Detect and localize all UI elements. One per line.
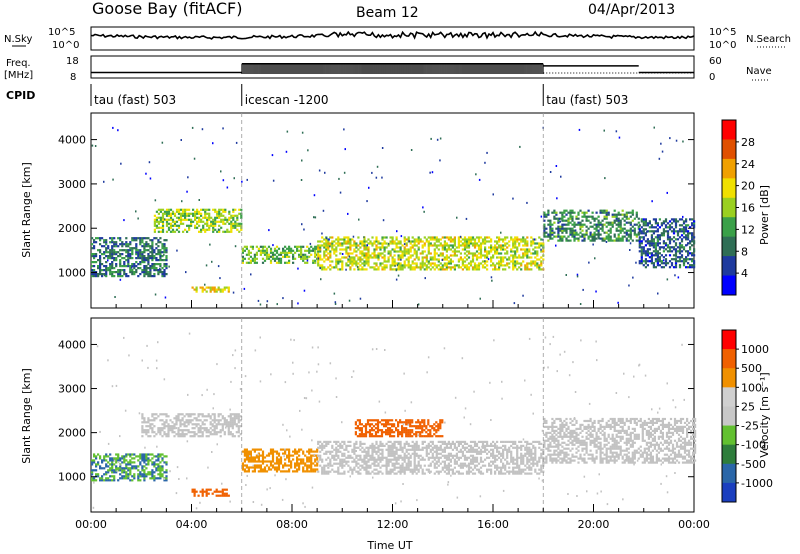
power-cbar-tick-0: 28: [741, 136, 755, 149]
nave-tick-low: 0: [709, 72, 715, 83]
freq-label-1: Freq.: [6, 58, 31, 69]
heatmap-band-3: [241, 448, 319, 473]
power-cbar-swatch-7: [722, 256, 736, 277]
cpid-segment-label-1: icescan -1200: [245, 93, 329, 107]
x-tick-label-1: 04:00: [176, 518, 208, 531]
x-tick-label-2: 08:00: [276, 518, 308, 531]
heatmap-band-1: [141, 413, 242, 438]
heatmap-band-3: [241, 245, 319, 264]
vel-cbar-tick-7: -1000: [741, 477, 773, 490]
vel-cbar-swatch-1: [722, 349, 736, 369]
x-tick-label-5: 20:00: [578, 518, 610, 531]
power-cbar-swatch-2: [722, 158, 736, 179]
x-tick-label-6: 00:00: [678, 518, 710, 531]
power-cbar-tick-5: 8: [741, 245, 748, 258]
vel-cbar-swatch-6: [722, 444, 736, 465]
power-cbar-swatch-6: [722, 236, 736, 257]
power-cbar-tick-4: 12: [741, 223, 755, 236]
date-title: 04/Apr/2013: [588, 2, 675, 18]
nave-tick-high: 60: [709, 56, 722, 67]
y-tick-label-3: 4000: [58, 338, 86, 351]
vel-cbar-tick-4: -25: [741, 420, 759, 433]
noise-panel-frame: [90, 26, 695, 51]
vel-cbar-tick-1: 500: [741, 362, 762, 375]
power-cbar-tick-3: 16: [741, 202, 755, 215]
vel-cbar-swatch-8: [722, 482, 736, 503]
freq-tick-high: 18: [66, 56, 79, 67]
vel-cbar-swatch-3: [722, 387, 736, 407]
heatmap-band-0: [91, 453, 168, 482]
heatmap-band-1: [153, 208, 243, 233]
heatmap-band-5: [543, 209, 640, 242]
power-axes: 1000 2000 3000 4000: [58, 113, 695, 308]
y-tick-label-2: 3000: [58, 178, 86, 191]
power-cbar-swatch-5: [722, 217, 736, 238]
nsky-label: N.Sky: [4, 34, 32, 45]
power-colorbar-label: Power [dB]: [758, 185, 771, 245]
noise-tick-left-high: 10^5: [48, 27, 75, 38]
vel-cbar-tick-5: -100: [741, 439, 766, 452]
x-tick-label-3: 12:00: [377, 518, 409, 531]
power-cbar-tick-2: 20: [741, 180, 755, 193]
y-tick-label-0: 1000: [58, 267, 86, 280]
cpid-label: CPID: [6, 89, 35, 102]
xlabel-time: Time UT: [366, 539, 412, 552]
heatmap-band-2: [191, 488, 230, 497]
y-tick-label-1: 2000: [58, 222, 86, 235]
nave-label: Nave: [746, 66, 772, 77]
power-ylabel: Slant Range [km]: [20, 162, 33, 258]
x-tick-label-4: 16:00: [477, 518, 509, 531]
power-colorbar: 28 24 20 16 12 8 4: [721, 119, 755, 296]
velocity-colorbar-label: Velocity [m s⁻¹]: [758, 372, 771, 457]
freq-tick-low: 8: [70, 72, 76, 83]
noise-tick-left-low: 10^0: [52, 40, 79, 51]
vel-cbar-swatch-7: [722, 463, 736, 484]
vel-cbar-swatch-4: [722, 406, 736, 427]
power-panel-frame: [90, 112, 695, 309]
power-cbar-swatch-1: [722, 139, 736, 160]
vel-cbar-tick-3: 25: [741, 400, 755, 413]
heatmap-band-4: [317, 236, 545, 271]
heatmap-band-2: [191, 286, 230, 293]
vel-cbar-swatch-2: [722, 368, 736, 388]
beam-title: Beam 12: [356, 5, 419, 21]
velocity-axes: 1000 2000 3000 4000 00:00 04:00 08:00 12:00 16:0…: [58, 318, 710, 531]
power-cbar-swatch-8: [722, 275, 736, 296]
power-heatmap: [91, 126, 696, 306]
y-tick-label-1: 2000: [58, 427, 86, 440]
heatmap-band-5: [354, 419, 444, 438]
y-tick-label-3: 4000: [58, 134, 86, 147]
power-cbar-tick-1: 24: [741, 158, 755, 171]
vel-cbar-tick-0: 1000: [741, 343, 769, 356]
noise-tick-right-low: 10^0: [709, 40, 736, 51]
x-tick-label-0: 00:00: [75, 518, 107, 531]
noise-trace: [90, 30, 695, 40]
cpid-row: tau (fast) 503 icescan -1200 tau (fast) 50…: [90, 84, 628, 107]
heatmap-band-6: [638, 218, 696, 269]
velocity-colorbar: 1000 500 100 25 -25 -100 -500 -1000: [721, 329, 773, 503]
velocity-heatmap: [91, 332, 697, 510]
nsearch-label: N.Search: [746, 34, 791, 45]
freq-label-2: [MHz]: [4, 70, 33, 81]
heatmap-band-4: [317, 440, 545, 475]
power-cbar-swatch-4: [722, 197, 736, 218]
power-cbar-swatch-3: [722, 178, 736, 199]
vel-cbar-swatch-5: [722, 425, 736, 446]
power-cbar-tick-6: 4: [741, 267, 748, 280]
vel-cbar-tick-6: -500: [741, 458, 766, 471]
velocity-ylabel: Slant Range [km]: [20, 368, 33, 464]
y-tick-label-2: 3000: [58, 383, 86, 396]
power-cbar-swatch-0: [722, 120, 736, 140]
vel-cbar-swatch-0: [722, 330, 736, 350]
station-title: Goose Bay (fitACF): [92, 0, 242, 18]
cpid-segment-label-0: tau (fast) 503: [94, 93, 176, 107]
y-tick-label-0: 1000: [58, 471, 86, 484]
cpid-segment-label-2: tau (fast) 503: [546, 93, 628, 107]
freq-panel-frame: [90, 55, 695, 79]
vel-cbar-tick-2: 100: [741, 381, 762, 394]
frequency-trace: [91, 62, 694, 74]
noise-tick-right-high: 10^5: [709, 27, 736, 38]
